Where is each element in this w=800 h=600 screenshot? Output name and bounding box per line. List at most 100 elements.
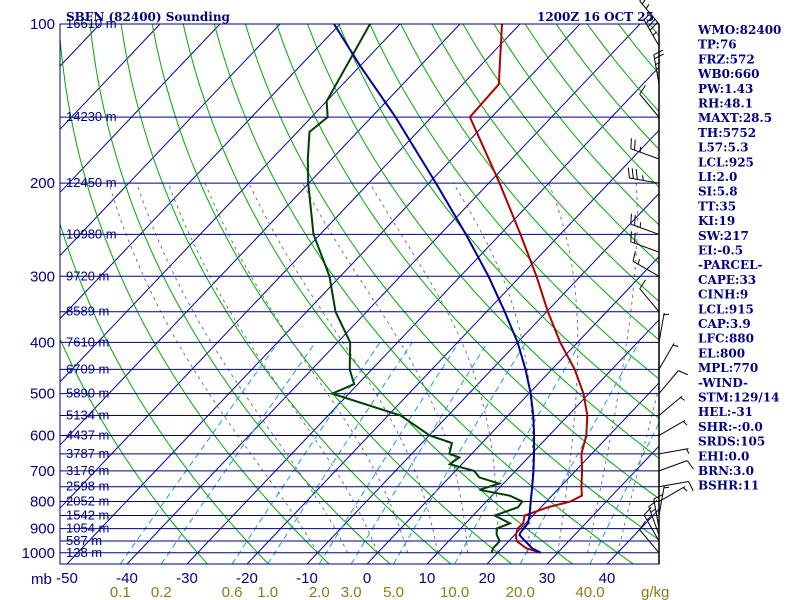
dry-adiabat-line <box>60 221 269 564</box>
stability-indices: WMO:82400TP:76FRZ:572WB0:660PW:1.43RH:48… <box>697 23 781 493</box>
moist-adiabat-line <box>452 182 534 553</box>
wind-barb <box>639 85 660 118</box>
pressure-tick-label: 400 <box>30 334 55 351</box>
isotherm-line <box>186 66 659 564</box>
mixing-ratio-label: 0.6 <box>222 584 243 600</box>
moist-adiabat-line <box>108 183 319 554</box>
height-label: 138 m <box>66 545 102 560</box>
index-entry: RH:48.1 <box>698 97 753 111</box>
wind-barb <box>658 481 694 492</box>
mixing-ratio-label: 2.0 <box>309 584 330 600</box>
dry-adiabat-line <box>89 24 391 564</box>
isotherm-line <box>366 255 659 564</box>
isotherm-line <box>60 24 401 383</box>
temperature-tick-label: -30 <box>176 570 198 587</box>
height-label: 587 m <box>66 533 102 548</box>
pressure-tick-label: 700 <box>30 463 55 480</box>
wind-barb <box>658 420 688 436</box>
temperature-tick-labels: -50 -40 -30 -20 -10 0 10 20 30 40 <box>56 570 615 587</box>
wind-barb <box>658 486 688 502</box>
temperature-tick-label: 10 <box>419 570 436 587</box>
mixing-ratio-label: 10.0 <box>440 584 469 600</box>
isotherm-line <box>60 24 221 194</box>
index-entry: LCL:915 <box>698 302 754 316</box>
chart-title: SBFN (82400) Sounding <box>66 10 231 24</box>
wind-barb <box>639 279 660 313</box>
index-entry: -PARCEL- <box>698 258 763 272</box>
dry-adiabat-line <box>431 24 659 303</box>
isotherm-line <box>486 382 659 564</box>
moist-adiabat-line <box>167 183 379 553</box>
wind-barb <box>658 343 679 370</box>
wind-barb <box>653 49 665 85</box>
index-entry: TT:35 <box>698 199 736 213</box>
mixing-ratio-label: 1.0 <box>257 584 278 600</box>
index-entry: CINH:9 <box>698 288 748 302</box>
index-entry: MAXT:28.5 <box>698 111 772 125</box>
isotherm-line <box>246 129 659 564</box>
mixing-ratio-label: 0.1 <box>110 584 131 600</box>
mixing-ratio-line <box>519 342 640 564</box>
pressure-unit-label: mb <box>31 571 52 588</box>
dry-adiabat-line <box>338 24 659 419</box>
chart-time: 1200Z 16 OCT 25 <box>537 10 654 24</box>
parcel-trace <box>333 24 542 554</box>
index-entry: TH:5752 <box>698 126 756 140</box>
isotherm-line <box>60 24 281 257</box>
wind-barb <box>630 231 660 253</box>
index-entry: EL:800 <box>698 346 745 360</box>
pressure-tick-label: 800 <box>30 494 55 511</box>
temperature-tick-label: -10 <box>296 570 318 587</box>
wind-barb <box>643 11 660 47</box>
mixing-ratio-unit-label: g/kg <box>641 584 669 600</box>
wind-barbs <box>627 0 694 554</box>
wind-barb <box>658 448 690 455</box>
height-label: 9720 m <box>66 268 109 283</box>
isotherm-line <box>546 445 659 564</box>
mixing-ratio-line <box>350 342 489 564</box>
height-label: 16610 m <box>66 16 117 31</box>
height-label: 8589 m <box>66 304 109 319</box>
mixing-ratio-labels: 0.1 0.2 0.6 1.0 2.0 3.0 5.0 10.0 20.0 40.0 <box>110 584 605 600</box>
wind-barb <box>658 485 670 516</box>
moist-adiabat-line <box>587 183 638 553</box>
moist-adiabat-line <box>548 183 579 553</box>
temperature-tick-label: 0 <box>363 570 371 587</box>
index-entry: CAP:3.9 <box>698 317 751 331</box>
plot-frame <box>59 23 660 565</box>
index-entry: CAPE:33 <box>698 273 756 287</box>
temperature-tick-label: -20 <box>236 570 258 587</box>
pressure-tick-labels: 100 200 300 400 500 600 700 800 900 1000 <box>22 16 55 562</box>
mixing-ratio-line <box>318 342 460 564</box>
wind-barb <box>632 251 660 277</box>
wind-barb <box>658 370 689 394</box>
height-label: 7610 m <box>66 334 109 349</box>
wind-barb <box>658 395 686 416</box>
temperature-tick-label: 20 <box>479 570 496 587</box>
isotherm-line <box>60 24 161 130</box>
pressure-tick-label: 500 <box>30 386 55 403</box>
height-label: 4437 m <box>66 427 109 442</box>
pressure-tick-label: 900 <box>30 521 55 538</box>
index-entry: WMO:82400 <box>697 23 781 37</box>
height-label: 6709 m <box>66 361 109 376</box>
isotherm-line <box>60 24 521 509</box>
index-entry: SHR:-:0.0 <box>698 420 763 434</box>
index-entry: WB0:660 <box>697 67 759 81</box>
background-lines <box>60 24 659 564</box>
dewpoint-trace <box>306 24 524 554</box>
height-label: 2598 m <box>66 479 109 494</box>
height-labels: 16610 m 14230 m 12450 m 10980 m 9720 m 8589 m… <box>66 16 117 560</box>
index-entry: EHI:0.0 <box>698 449 749 463</box>
mixing-ratio-label: 5.0 <box>383 584 404 600</box>
index-entry: STM:129/14 <box>698 391 779 405</box>
mixing-ratio-line <box>160 342 316 564</box>
isotherm-line <box>426 319 659 564</box>
dry-adiabat-line <box>400 24 659 341</box>
pressure-tick-label: 200 <box>30 175 55 192</box>
height-label: 2052 m <box>66 494 109 509</box>
temperature-trace <box>468 24 589 554</box>
temperature-tick-label: -40 <box>116 570 138 587</box>
wind-barb <box>643 507 660 542</box>
